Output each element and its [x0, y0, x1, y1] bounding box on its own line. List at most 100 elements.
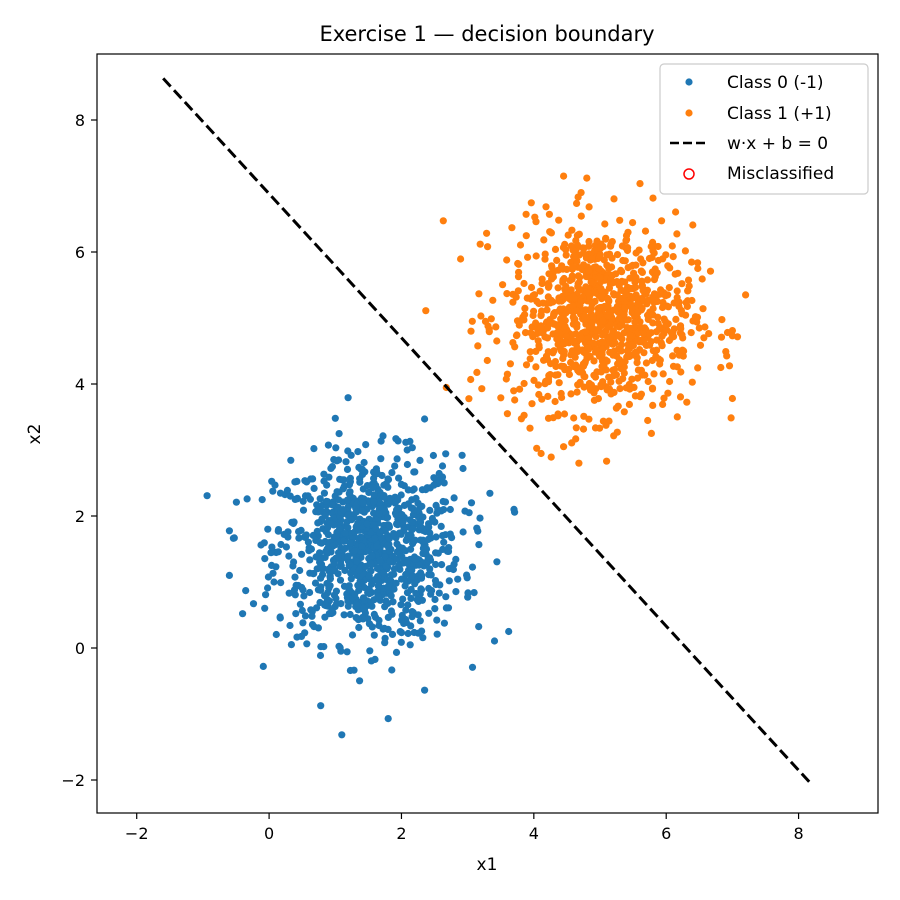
class-0-point	[333, 488, 341, 496]
class-0-point	[282, 543, 290, 551]
class-0-point	[384, 613, 392, 622]
class-0-point	[239, 610, 247, 618]
class-0-point	[390, 565, 398, 573]
class-0-point	[510, 505, 518, 513]
class-0-point	[291, 478, 299, 486]
class-1-point	[663, 302, 671, 310]
class-1-point	[548, 263, 556, 272]
plot-frame	[96, 53, 879, 814]
class-0-point	[272, 630, 280, 639]
class-0-point	[348, 516, 356, 524]
class-1-point	[553, 335, 561, 343]
class-1-point	[568, 226, 576, 234]
class-0-point	[301, 612, 310, 620]
class-0-point	[360, 458, 368, 467]
class-0-point	[421, 415, 429, 423]
class-0-point	[431, 595, 439, 604]
class-1-point	[616, 216, 624, 224]
class-1-point	[530, 376, 538, 384]
class-0-point	[424, 535, 432, 544]
class-0-point	[505, 627, 513, 636]
class-0-point	[353, 557, 361, 565]
class-0-point	[270, 578, 278, 586]
class-1-point	[499, 281, 507, 289]
class-0-point	[314, 519, 322, 527]
class-1-point	[514, 287, 522, 295]
class-1-point	[532, 363, 540, 371]
class-1-point	[636, 180, 644, 188]
class-1-point	[604, 295, 612, 303]
class-1-point	[526, 348, 534, 356]
class-1-point	[669, 328, 677, 336]
class-0-point	[268, 477, 276, 485]
class-1-point	[610, 290, 618, 298]
class-1-point	[623, 324, 631, 332]
class-1-point	[569, 302, 577, 310]
class-0-point	[362, 441, 370, 449]
class-0-point	[465, 509, 473, 517]
class-1-point	[484, 322, 492, 330]
class-1-point	[647, 429, 656, 437]
class-0-point	[426, 554, 434, 562]
class-1-point	[676, 393, 685, 401]
class-1-point	[623, 235, 631, 244]
class-1-point	[649, 194, 657, 202]
class-0-point	[355, 566, 363, 574]
class-0-point	[340, 476, 348, 484]
class-1-point	[554, 284, 562, 292]
class-1-point	[699, 305, 707, 313]
class-0-point	[308, 621, 317, 629]
class-0-point	[316, 555, 325, 564]
class-0-point	[446, 505, 454, 514]
class-0-point	[366, 647, 374, 655]
class-1-point	[549, 273, 558, 281]
class-0-point	[391, 499, 399, 507]
class-1-point	[516, 241, 525, 249]
class-1-point	[562, 309, 570, 317]
class-0-point	[427, 571, 435, 579]
class-1-point	[665, 284, 673, 292]
class-1-point	[549, 298, 557, 306]
class-0-point	[277, 579, 285, 587]
class-1-point	[626, 331, 634, 339]
class-1-point	[614, 402, 622, 410]
class-0-point	[392, 648, 401, 657]
class-1-point	[520, 379, 528, 388]
class-1-point	[718, 316, 726, 324]
class-1-point	[581, 373, 589, 381]
class-0-point	[426, 565, 434, 573]
class-0-point	[392, 579, 400, 587]
class-0-point	[332, 587, 340, 595]
class-1-point	[694, 264, 702, 273]
class-1-point	[521, 329, 530, 337]
class-1-point	[576, 286, 584, 294]
class-0-point	[332, 594, 340, 603]
class-0-point	[373, 564, 382, 573]
class-0-point	[329, 567, 337, 575]
class-1-point	[522, 232, 530, 240]
class-1-point	[688, 258, 696, 266]
class-1-point	[529, 311, 537, 320]
class-1-point	[562, 246, 570, 254]
class-0-point	[291, 573, 299, 581]
class-1-point	[581, 328, 590, 336]
class-1-point	[588, 255, 596, 263]
class-0-point	[407, 504, 415, 512]
class-1-point	[585, 267, 593, 275]
y-axis-label: x2	[25, 424, 45, 445]
class-0-point	[370, 498, 378, 506]
class-0-point	[449, 565, 457, 574]
class-0-point	[333, 600, 341, 608]
class-0-point	[431, 605, 439, 613]
class-0-point	[333, 457, 341, 465]
class-0-point	[329, 542, 337, 550]
class-1-point	[620, 363, 628, 371]
class-0-point	[398, 611, 406, 620]
class-0-point	[442, 604, 450, 612]
class-1-point	[626, 274, 634, 282]
class-1-point	[554, 371, 562, 379]
class-0-point	[357, 533, 365, 541]
class-1-point	[551, 397, 559, 406]
class-0-point	[440, 538, 448, 546]
legend-box	[659, 63, 869, 195]
